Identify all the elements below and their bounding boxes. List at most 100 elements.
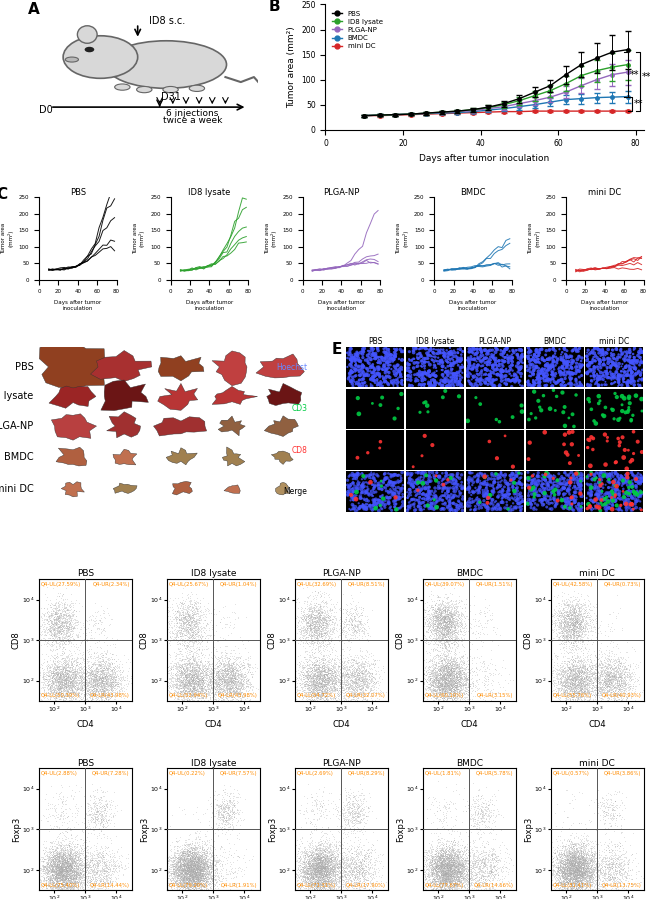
Point: [195, 622, 205, 636]
Point: [49, 613, 59, 628]
Point: [432, 601, 443, 615]
Point: [185, 677, 195, 691]
Point: [429, 613, 439, 628]
Point: [69, 638, 79, 653]
Point: [564, 676, 575, 690]
Point: [485, 656, 495, 671]
Point: [49, 627, 59, 641]
Point: [187, 851, 197, 866]
Point: [220, 681, 230, 696]
Point: [324, 874, 335, 888]
Point: [573, 883, 584, 897]
Point: [612, 839, 623, 853]
Point: [552, 860, 562, 875]
Point: [187, 622, 198, 636]
Point: [162, 669, 172, 683]
Point: [185, 882, 196, 896]
Point: [439, 637, 450, 652]
Point: [562, 861, 573, 876]
Point: [611, 654, 621, 669]
Point: [362, 354, 372, 369]
Point: [440, 678, 450, 692]
Point: [91, 839, 101, 853]
Point: [60, 595, 70, 610]
Point: [325, 672, 335, 687]
Point: [567, 609, 577, 623]
Point: [430, 620, 441, 635]
Point: [348, 622, 359, 636]
Point: [437, 610, 447, 625]
Point: [616, 671, 627, 685]
Point: [421, 883, 432, 897]
Point: [323, 868, 333, 883]
Point: [55, 619, 66, 633]
Point: [179, 868, 189, 882]
Point: [455, 363, 465, 378]
Point: [565, 852, 575, 867]
Point: [56, 634, 66, 648]
Point: [206, 664, 216, 679]
Point: [176, 672, 186, 687]
Point: [180, 658, 190, 672]
Point: [448, 858, 458, 872]
Point: [450, 653, 461, 667]
Point: [172, 854, 183, 868]
Point: [381, 875, 391, 889]
Point: [577, 856, 587, 870]
Point: [54, 862, 64, 877]
Point: [75, 659, 86, 673]
Point: [565, 836, 575, 850]
Point: [438, 865, 448, 879]
Point: [320, 869, 331, 884]
Point: [308, 869, 318, 884]
Point: [545, 862, 556, 877]
Point: [70, 867, 81, 881]
Point: [451, 612, 462, 627]
Point: [66, 660, 77, 674]
Point: [186, 676, 196, 690]
Point: [405, 378, 415, 392]
Point: [305, 871, 315, 886]
Point: [223, 802, 233, 816]
Point: [101, 822, 111, 836]
Point: [322, 860, 332, 875]
Point: [194, 661, 205, 675]
Point: [323, 855, 333, 869]
Point: [488, 484, 499, 498]
Point: [109, 672, 120, 686]
Point: [632, 355, 642, 369]
Point: [427, 868, 437, 883]
Point: [179, 849, 189, 863]
Point: [308, 870, 318, 885]
Point: [591, 656, 601, 671]
Point: [610, 669, 620, 683]
Point: [565, 873, 575, 887]
Point: [84, 681, 94, 695]
Point: [365, 875, 376, 889]
Point: [312, 880, 322, 895]
Point: [62, 877, 72, 891]
Point: [347, 615, 358, 629]
Point: [300, 841, 310, 856]
Point: [319, 634, 330, 648]
Point: [202, 881, 213, 895]
Point: [38, 625, 49, 639]
Point: [436, 844, 447, 859]
Point: [203, 860, 213, 875]
Point: [563, 608, 573, 622]
Point: [316, 664, 326, 679]
Point: [537, 352, 547, 367]
Point: [184, 660, 194, 674]
Point: [379, 467, 389, 481]
Point: [220, 663, 230, 677]
Point: [321, 868, 332, 882]
Point: [187, 852, 197, 867]
Point: [63, 874, 73, 888]
Point: [482, 661, 492, 675]
Point: [232, 828, 242, 842]
Point: [348, 649, 359, 663]
Point: [441, 854, 451, 868]
Point: [437, 476, 448, 491]
Point: [302, 882, 313, 896]
Point: [479, 876, 489, 890]
